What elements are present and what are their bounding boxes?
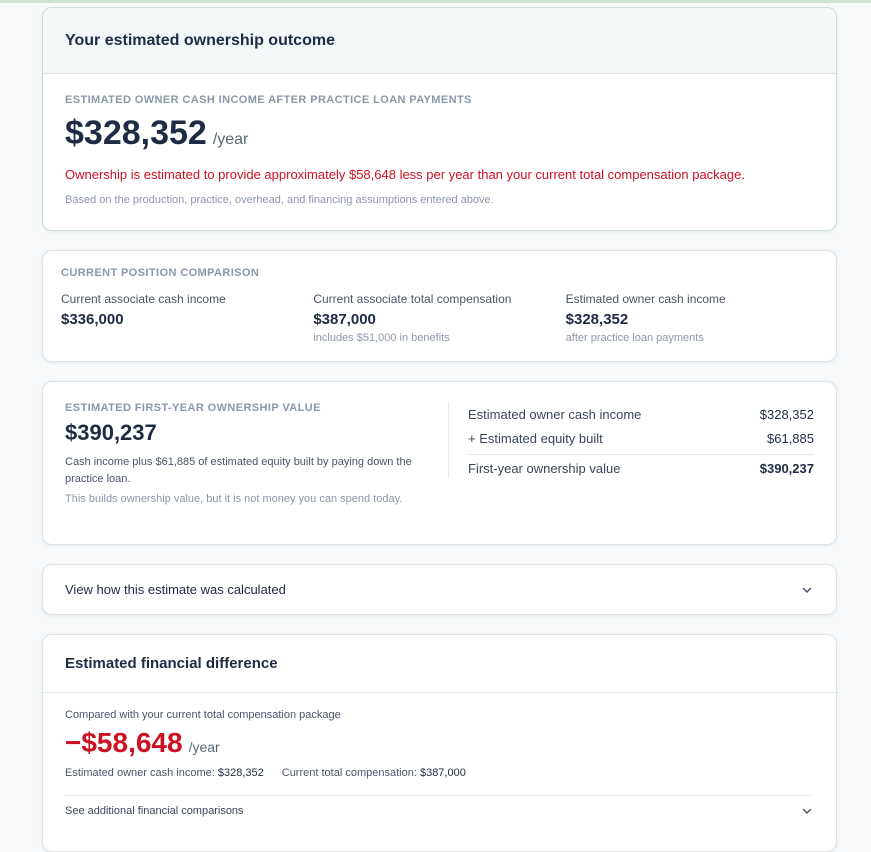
breakdown-total-amount: $390,237 <box>759 461 814 476</box>
chevron-down-icon[interactable] <box>800 804 814 818</box>
first-year-caveat: This builds ownership value, but it is n… <box>65 493 403 505</box>
breakdown-label: + Estimated equity built <box>468 430 603 446</box>
breakdown-total-row: First-year ownership value $390,237 <box>468 454 814 478</box>
assumptions-note: Based on the production, practice, overh… <box>65 194 494 206</box>
top-accent-bar <box>0 0 871 3</box>
comparison-eyebrow: CURRENT POSITION COMPARISON <box>61 267 260 279</box>
total-comp-detail: Current total compensation: $387,000 <box>282 767 466 779</box>
comparison-note: includes $51,000 in benefits <box>313 332 450 344</box>
total-comp-detail-label: Current total compensation: <box>281 767 417 779</box>
calculation-details-toggle[interactable]: View how this estimate was calculated <box>42 564 837 615</box>
difference-per-year: /year <box>188 739 220 755</box>
comparison-label: Current associate total compensation <box>313 292 512 306</box>
owner-income-detail: Estimated owner cash income: $328,352 <box>65 767 264 779</box>
owner-cash-income-value: $328,352 <box>65 114 207 152</box>
value-breakdown: Estimated owner cash income $328,352 + E… <box>468 402 814 478</box>
position-comparison-card: CURRENT POSITION COMPARISON Current asso… <box>42 250 837 362</box>
difference-card-header: Estimated financial difference <box>43 635 836 693</box>
outcome-card-header: Your estimated ownership outcome <box>43 8 836 74</box>
difference-subtitle: Compared with your current total compens… <box>65 709 341 721</box>
comparison-label: Estimated owner cash income <box>565 292 726 306</box>
outcome-title: Your estimated ownership outcome <box>65 31 335 49</box>
chevron-down-icon[interactable] <box>800 583 814 597</box>
calculation-toggle-label: View how this estimate was calculated <box>65 582 286 597</box>
total-comp-detail-value: $387,000 <box>419 767 466 779</box>
first-year-description: Cash income plus $61,885 of estimated eq… <box>65 456 412 485</box>
breakdown-label: Estimated owner cash income <box>468 406 642 422</box>
comparison-value: $328,352 <box>565 311 629 328</box>
breakdown-total-label: First-year ownership value <box>468 461 621 476</box>
difference-value: −$58,648 <box>65 727 183 758</box>
ownership-warning: Ownership is estimated to provide approx… <box>65 167 745 182</box>
breakdown-row: + Estimated equity built $61,885 <box>468 426 814 450</box>
comparison-label: Current associate cash income <box>61 292 226 306</box>
ownership-outcome-card: Your estimated ownership outcome ESTIMAT… <box>42 7 837 231</box>
per-year-label: /year <box>212 131 249 148</box>
breakdown-row: Estimated owner cash income $328,352 <box>468 402 814 426</box>
comparison-associate-cash: Current associate cash income $336,000 <box>61 292 313 344</box>
comparison-value: $387,000 <box>313 311 376 328</box>
first-year-eyebrow: ESTIMATED FIRST-YEAR OWNERSHIP VALUE <box>65 402 321 414</box>
first-year-value-card: ESTIMATED FIRST-YEAR OWNERSHIP VALUE $39… <box>42 381 837 545</box>
outcome-eyebrow: ESTIMATED OWNER CASH INCOME AFTER PRACTI… <box>65 94 472 106</box>
first-year-value: $390,237 <box>65 420 157 445</box>
additional-comparisons-toggle[interactable]: See additional financial comparisons <box>65 795 814 818</box>
difference-details: Estimated owner cash income: $328,352 Cu… <box>65 767 814 779</box>
comparison-owner-cash: Estimated owner cash income $328,352 aft… <box>566 292 818 344</box>
additional-comparisons-label: See additional financial comparisons <box>65 805 244 817</box>
comparison-note: after practice loan payments <box>565 332 704 344</box>
owner-income-detail-value: $328,352 <box>217 767 264 779</box>
vertical-divider <box>448 402 449 478</box>
financial-difference-card: Estimated financial difference Compared … <box>42 634 837 852</box>
breakdown-amount: $328,352 <box>759 406 814 422</box>
owner-income-detail-label: Estimated owner cash income: <box>65 767 215 779</box>
breakdown-amount: $61,885 <box>767 430 814 446</box>
comparison-value: $336,000 <box>61 311 124 328</box>
comparison-associate-total: Current associate total compensation $38… <box>313 292 565 344</box>
difference-title: Estimated financial difference <box>65 655 278 672</box>
